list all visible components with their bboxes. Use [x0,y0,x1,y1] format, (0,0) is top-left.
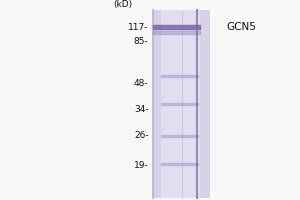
Text: 48-: 48- [134,78,148,88]
Text: 34-: 34- [134,105,148,114]
Text: 117-: 117- [128,22,148,31]
Text: 85-: 85- [134,38,148,46]
Bar [160,10,200,198]
Bar [153,10,210,198]
Text: 19-: 19- [134,160,148,170]
Text: (kD): (kD) [113,0,132,9]
Text: GCN5: GCN5 [226,22,256,32]
Text: 26-: 26- [134,130,148,140]
